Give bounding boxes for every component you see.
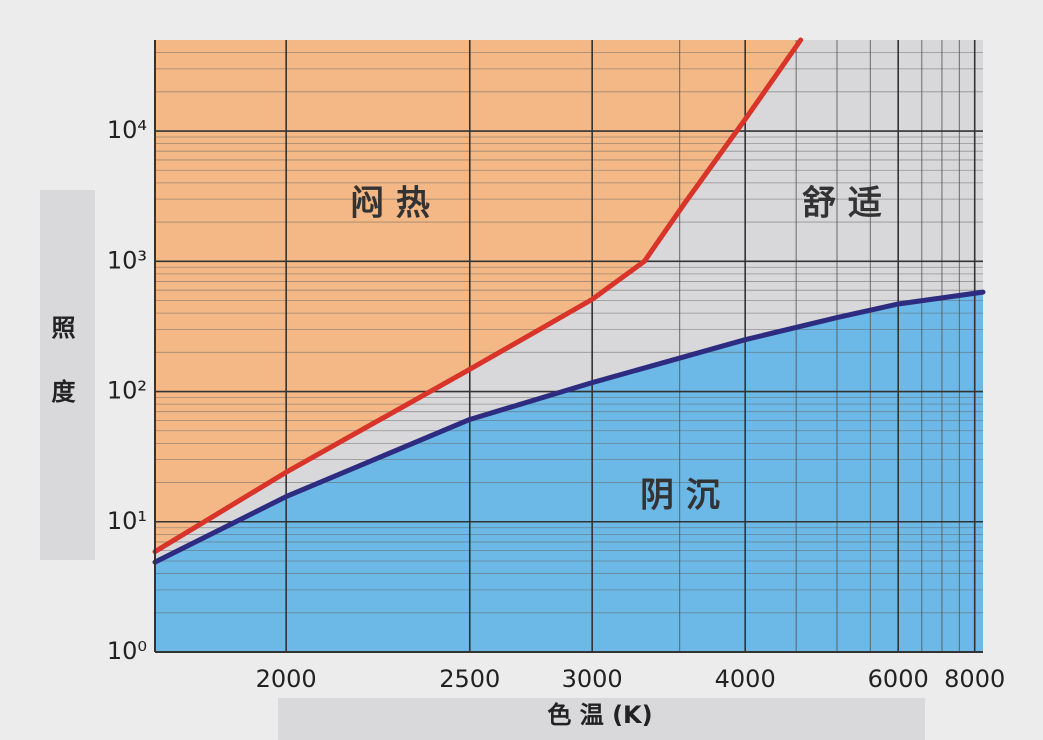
region-fill xyxy=(155,40,801,552)
x-tick-label: 8000 xyxy=(944,665,1005,693)
x-tick-label: 4000 xyxy=(715,665,776,693)
y-tick-label: 10³ xyxy=(107,246,147,274)
x-tick-label: 3000 xyxy=(562,665,623,693)
y-tick-label: 10¹ xyxy=(107,507,147,535)
x-tick-label: 6000 xyxy=(868,665,929,693)
region-fill xyxy=(155,292,983,652)
region-label: 闷 热 xyxy=(350,184,430,224)
region-label: 舒 适 xyxy=(802,184,882,224)
x-tick-label: 2000 xyxy=(256,665,317,693)
y-tick-label: 10² xyxy=(107,377,147,405)
boundary-line xyxy=(152,37,804,555)
x-tick-label: 2500 xyxy=(439,665,500,693)
y-tick-label: 10⁴ xyxy=(107,116,147,144)
y-tick-label: 10⁰ xyxy=(107,637,147,665)
boundary-line xyxy=(152,289,986,565)
region-label: 阴 沉 xyxy=(640,476,720,516)
xlabel-box xyxy=(278,698,925,740)
x-axis-label: 色 温 (K) xyxy=(547,701,652,729)
y-axis-label: 照 度 xyxy=(47,315,75,409)
ylabel-box xyxy=(40,190,95,560)
